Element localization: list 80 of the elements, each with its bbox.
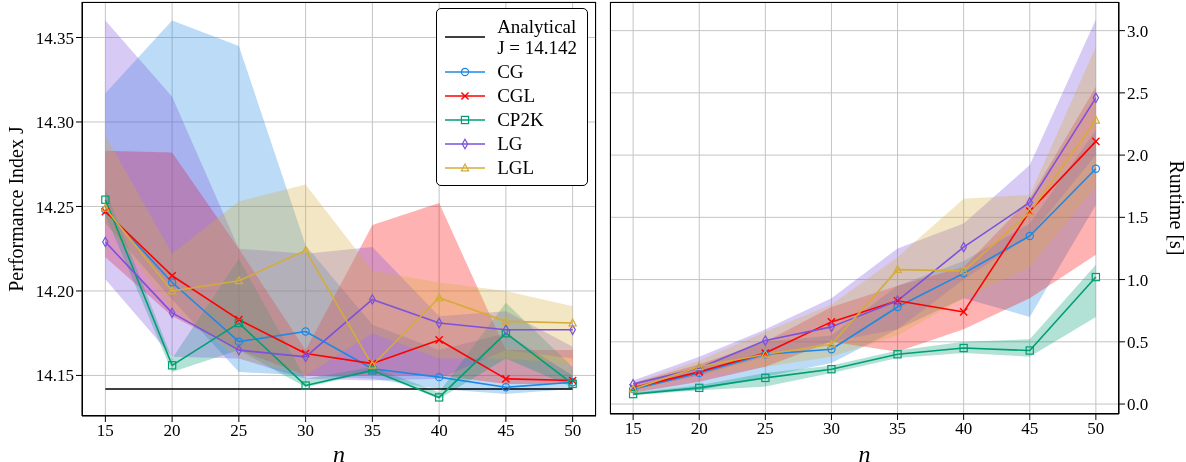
y-axis-title: Performance Index J (5, 126, 28, 292)
y2-tick-label: 2.5 (1127, 83, 1149, 103)
point (501, 383, 511, 392)
point (1026, 197, 1034, 208)
point (434, 293, 444, 302)
x-tick-label: 20 (163, 421, 181, 441)
y2-tick-label: 1.5 (1127, 208, 1149, 228)
legend-label: LGL (497, 157, 535, 178)
y-tick-label: 14.15 (35, 366, 74, 386)
point (893, 350, 902, 359)
point (1025, 231, 1034, 241)
point (1091, 164, 1101, 173)
point (761, 373, 770, 383)
y2-axis-title: Runtime [s] (1165, 160, 1186, 256)
point (1091, 137, 1101, 146)
point (234, 315, 244, 324)
legend-label: CG (497, 61, 524, 82)
x-tick-label: 35 (363, 421, 381, 441)
point (827, 339, 836, 348)
point (234, 276, 244, 285)
x-tick-label: 45 (497, 421, 515, 441)
point (301, 245, 310, 254)
point (959, 307, 968, 317)
y2-tick-label: 1.0 (1127, 270, 1149, 290)
point (167, 278, 177, 287)
point (301, 381, 310, 390)
point (434, 372, 444, 382)
point (893, 265, 902, 274)
x-tick-label: 15 (624, 419, 642, 439)
point (167, 286, 177, 295)
point (893, 302, 902, 312)
point (167, 361, 177, 370)
point (1025, 346, 1034, 355)
x-tick-label: 15 (96, 421, 114, 441)
x-axis-title: n (858, 441, 871, 462)
legend-label: CGL (497, 85, 536, 106)
point (301, 327, 310, 336)
point (434, 335, 444, 345)
point (101, 195, 110, 204)
point (167, 271, 177, 281)
point (234, 318, 244, 328)
point (301, 349, 310, 358)
x-tick-label: 30 (297, 421, 315, 441)
point (959, 269, 968, 278)
x-tick-label: 50 (564, 421, 582, 441)
point (1091, 272, 1101, 282)
y2-tick-label: 0.0 (1127, 395, 1149, 415)
point (234, 337, 244, 346)
y-tick-label: 14.25 (35, 197, 74, 217)
point (827, 364, 836, 374)
point (628, 389, 638, 399)
x-tick-label: 25 (230, 421, 248, 441)
legend-label: LG (497, 133, 523, 154)
x-axis-title: n (333, 441, 345, 462)
y-tick-label: 14.20 (35, 281, 74, 301)
point (501, 374, 511, 384)
x-tick-label: 35 (889, 419, 907, 439)
point (827, 345, 836, 354)
point (959, 343, 968, 353)
x-tick-label: 30 (822, 419, 840, 439)
legend-label: CP2K (497, 109, 544, 130)
point (827, 317, 836, 327)
x-tick-label: 20 (690, 419, 708, 439)
x-tick-label: 50 (1087, 419, 1105, 439)
point (695, 383, 704, 393)
x-tick-label: 45 (1021, 419, 1039, 439)
legend-label: Analytical J = 14.142 (497, 16, 577, 58)
y2-tick-label: 0.5 (1127, 332, 1149, 352)
point (1091, 115, 1101, 124)
point (501, 329, 511, 338)
y2-tick-label: 3.0 (1127, 21, 1149, 41)
x-tick-label: 25 (756, 419, 774, 439)
x-tick-label: 40 (430, 421, 448, 441)
point (568, 318, 577, 327)
y-tick-label: 14.35 (35, 28, 74, 48)
x-tick-label: 40 (955, 419, 973, 439)
point (434, 393, 444, 402)
y-tick-label: 14.30 (35, 113, 74, 133)
point (501, 316, 511, 325)
y2-tick-label: 2.0 (1127, 146, 1149, 166)
